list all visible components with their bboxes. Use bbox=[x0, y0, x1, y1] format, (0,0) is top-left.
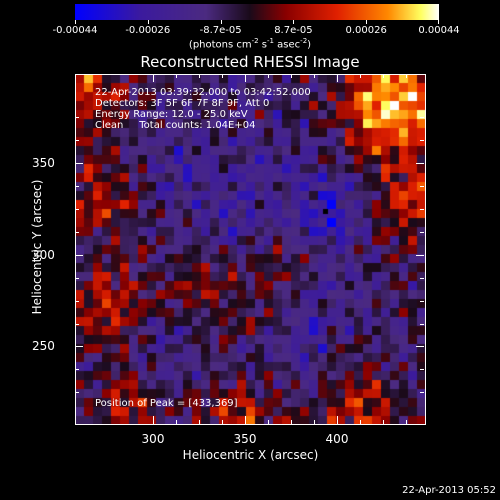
axis-tick bbox=[337, 416, 338, 424]
colorbar-tick-label: -0.00026 bbox=[125, 25, 171, 36]
axis-tick bbox=[420, 392, 424, 393]
axis-tick bbox=[360, 74, 361, 78]
axis-tick bbox=[420, 117, 424, 118]
axis-tick bbox=[75, 301, 79, 302]
axis-tick bbox=[337, 74, 338, 82]
axis-tick bbox=[75, 117, 79, 118]
colorbar-tick bbox=[293, 20, 295, 24]
axis-tick bbox=[75, 209, 79, 210]
axis-tick bbox=[360, 420, 361, 424]
colorbar-tick bbox=[366, 20, 368, 24]
info-time-range: 22-Apr-2013 03:39:32.000 to 03:42:52.000 bbox=[95, 87, 311, 98]
peak-position-label: Position of Peak = [433,369] bbox=[95, 398, 238, 409]
colorbar-tick bbox=[147, 20, 149, 24]
axis-tick bbox=[420, 209, 424, 210]
axis-tick bbox=[416, 255, 424, 256]
axis-tick bbox=[383, 74, 384, 78]
axis-tick bbox=[75, 278, 79, 279]
info-clean-counts: Clean Total counts: 1.04E+04 bbox=[95, 120, 256, 131]
axis-tick bbox=[222, 420, 223, 424]
axis-tick bbox=[420, 140, 424, 141]
axis-tick bbox=[420, 369, 424, 370]
info-energy-range: Energy Range: 12.0 - 25.0 keV bbox=[95, 109, 248, 120]
axis-tick bbox=[222, 74, 223, 78]
colorbar-tick-label: 0.00044 bbox=[418, 25, 460, 36]
y-tick-label: 300 bbox=[32, 248, 55, 262]
axis-tick bbox=[291, 420, 292, 424]
axis-tick bbox=[245, 74, 246, 82]
axis-tick bbox=[153, 74, 154, 82]
axis-tick bbox=[176, 420, 177, 424]
heatmap-image bbox=[75, 74, 426, 425]
axis-tick bbox=[75, 255, 83, 256]
info-detectors: Detectors: 3F 5F 6F 7F 8F 9F, Att 0 bbox=[95, 98, 270, 109]
heatmap-plot bbox=[75, 74, 426, 425]
axis-tick bbox=[199, 420, 200, 424]
axis-tick bbox=[75, 392, 79, 393]
axis-tick bbox=[406, 420, 407, 424]
y-tick-label: 250 bbox=[32, 339, 55, 353]
axis-tick bbox=[420, 324, 424, 325]
axis-tick bbox=[383, 420, 384, 424]
colorbar-tick bbox=[220, 20, 222, 24]
colorbar-units: (photons cm-2 s-1 asec-2) bbox=[188, 37, 312, 51]
colorbar-tick-label: 0.00026 bbox=[345, 25, 387, 36]
axis-tick bbox=[416, 346, 424, 347]
axis-tick bbox=[314, 74, 315, 78]
axis-tick bbox=[420, 278, 424, 279]
axis-tick bbox=[420, 301, 424, 302]
axis-tick bbox=[406, 74, 407, 78]
axis-tick bbox=[176, 74, 177, 78]
colorbar-tick-label: -0.00044 bbox=[52, 25, 98, 36]
axis-tick bbox=[75, 232, 79, 233]
axis-tick bbox=[153, 416, 154, 424]
y-axis-label: Heliocentric Y (arcsec) bbox=[30, 179, 44, 315]
axis-tick bbox=[75, 324, 79, 325]
x-tick-label: 300 bbox=[141, 432, 165, 446]
timestamp: 22-Apr-2013 05:52 bbox=[402, 485, 496, 496]
x-axis-label: Heliocentric X (arcsec) bbox=[182, 448, 319, 462]
axis-tick bbox=[268, 74, 269, 78]
axis-tick bbox=[75, 346, 83, 347]
plot-title: Reconstructed RHESSI Image bbox=[140, 53, 360, 71]
colorbar-tick-label: 8.7e-05 bbox=[274, 25, 313, 36]
axis-tick bbox=[314, 420, 315, 424]
axis-tick bbox=[75, 186, 79, 187]
axis-tick bbox=[75, 140, 79, 141]
colorbar bbox=[75, 4, 439, 20]
axis-tick bbox=[199, 74, 200, 78]
colorbar-tick-label: -8.7e-05 bbox=[199, 25, 242, 36]
axis-tick bbox=[75, 163, 83, 164]
y-tick-label: 350 bbox=[32, 156, 55, 170]
axis-tick bbox=[75, 369, 79, 370]
axis-tick bbox=[416, 163, 424, 164]
x-tick-label: 350 bbox=[233, 432, 257, 446]
colorbar-tick bbox=[438, 20, 439, 24]
axis-tick bbox=[291, 74, 292, 78]
axis-tick bbox=[245, 416, 246, 424]
colorbar-tick bbox=[75, 20, 76, 24]
axis-tick bbox=[420, 186, 424, 187]
x-tick-label: 400 bbox=[325, 432, 349, 446]
axis-tick bbox=[420, 232, 424, 233]
axis-tick bbox=[268, 420, 269, 424]
